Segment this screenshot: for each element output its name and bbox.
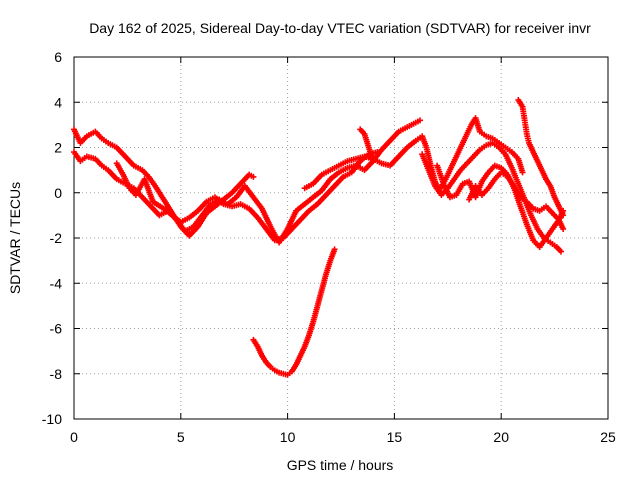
x-axis-title: GPS time / hours (287, 457, 394, 473)
y-tick-label: -6 (50, 321, 63, 337)
y-tick-label: -4 (50, 275, 63, 291)
x-tick-label: 5 (177, 429, 185, 445)
y-tick-label: -8 (50, 366, 63, 382)
x-tick-label: 25 (600, 429, 616, 445)
grid-layer (74, 57, 608, 419)
x-tick-label: 20 (493, 429, 509, 445)
data-point (560, 225, 567, 232)
data-point (558, 248, 565, 255)
y-tick-label: 4 (54, 94, 62, 110)
y-tick-label: 2 (54, 140, 62, 156)
x-tick-label: 0 (70, 429, 78, 445)
y-tick-label: 0 (54, 185, 62, 201)
data-point (560, 212, 567, 219)
marks-layer (71, 96, 567, 378)
chart-title: Day 162 of 2025, Sidereal Day-to-day VTE… (89, 20, 591, 36)
y-axis-title: SDTVAR / TECUs (7, 182, 23, 294)
data-point (519, 169, 526, 176)
series-track-j (250, 246, 338, 378)
x-tick-label: 10 (280, 429, 296, 445)
data-point (331, 246, 338, 253)
data-point (374, 149, 381, 156)
series-track-g (515, 96, 567, 219)
series-track-e (419, 139, 565, 255)
tick-layer: 0 5 10 15 20 25 -10 -8 -6 -4 -2 0 2 4 6 (42, 49, 616, 445)
data-point (370, 158, 377, 165)
series-track-a (71, 126, 257, 239)
y-tick-label: -10 (42, 411, 62, 427)
data-point (417, 117, 424, 124)
series-track-b (71, 117, 424, 246)
y-tick-label: 6 (54, 49, 62, 65)
x-tick-label: 15 (387, 429, 403, 445)
series-track-i (357, 126, 377, 165)
series-track-c (113, 149, 381, 244)
series-track-h (466, 169, 567, 232)
data-point (250, 173, 257, 180)
y-tick-label: -2 (50, 230, 63, 246)
